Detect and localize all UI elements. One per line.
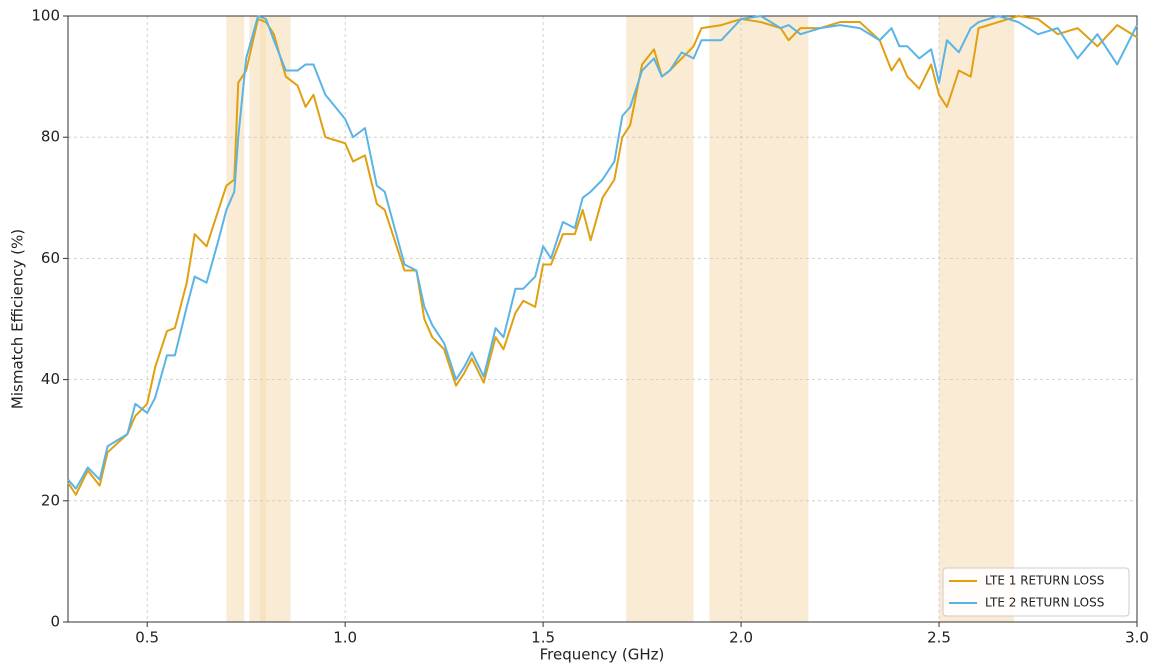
x-tick-label: 2.5 (927, 629, 951, 647)
y-tick-label: 40 (41, 370, 60, 388)
x-tick-label: 2.0 (729, 629, 753, 647)
y-tick-label: 80 (41, 128, 60, 146)
highlight-band (260, 16, 266, 622)
series-line (67, 15, 1138, 496)
x-tick-label: 1.5 (531, 629, 555, 647)
y-tick-label: 100 (31, 7, 60, 25)
highlight-band (626, 16, 694, 622)
series-line (67, 15, 1138, 490)
highlight-band (709, 16, 809, 622)
plot-frame (67, 15, 1138, 623)
y-tick-label: 20 (41, 491, 60, 509)
legend-label: LTE 2 RETURN LOSS (985, 596, 1104, 610)
highlight-band (939, 16, 1015, 622)
x-tick-label: 3.0 (1125, 629, 1149, 647)
x-tick-label: 1.0 (333, 629, 357, 647)
x-tick-label: 0.5 (135, 629, 159, 647)
legend-label: LTE 1 RETURN LOSS (985, 574, 1104, 588)
highlight-band (226, 16, 245, 622)
y-tick-label: 0 (50, 613, 60, 631)
legend-box (942, 567, 1130, 617)
highlight-band (249, 16, 291, 622)
y-tick-label: 60 (41, 249, 60, 267)
x-axis-label: Frequency (GHz) (540, 646, 665, 664)
y-axis-label: Mismatch Efficiency (%) (9, 229, 27, 409)
